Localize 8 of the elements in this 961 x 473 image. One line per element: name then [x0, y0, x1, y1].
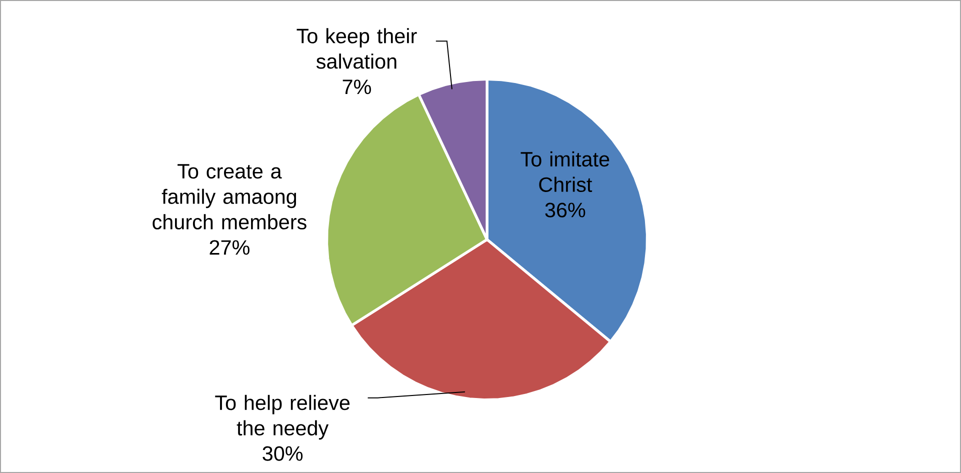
data-label: 36% [545, 202, 586, 218]
slice-label: To keep their salvation [296, 28, 417, 69]
data-label: 7% [342, 80, 371, 94]
data-label: 30% [262, 446, 303, 461]
slice-label: To imitate Christ [520, 151, 610, 192]
data-label: 27% [210, 240, 250, 255]
slice-label: To create a family amaong church members [152, 164, 306, 230]
slice-label: To help relieve the needy [215, 394, 350, 440]
